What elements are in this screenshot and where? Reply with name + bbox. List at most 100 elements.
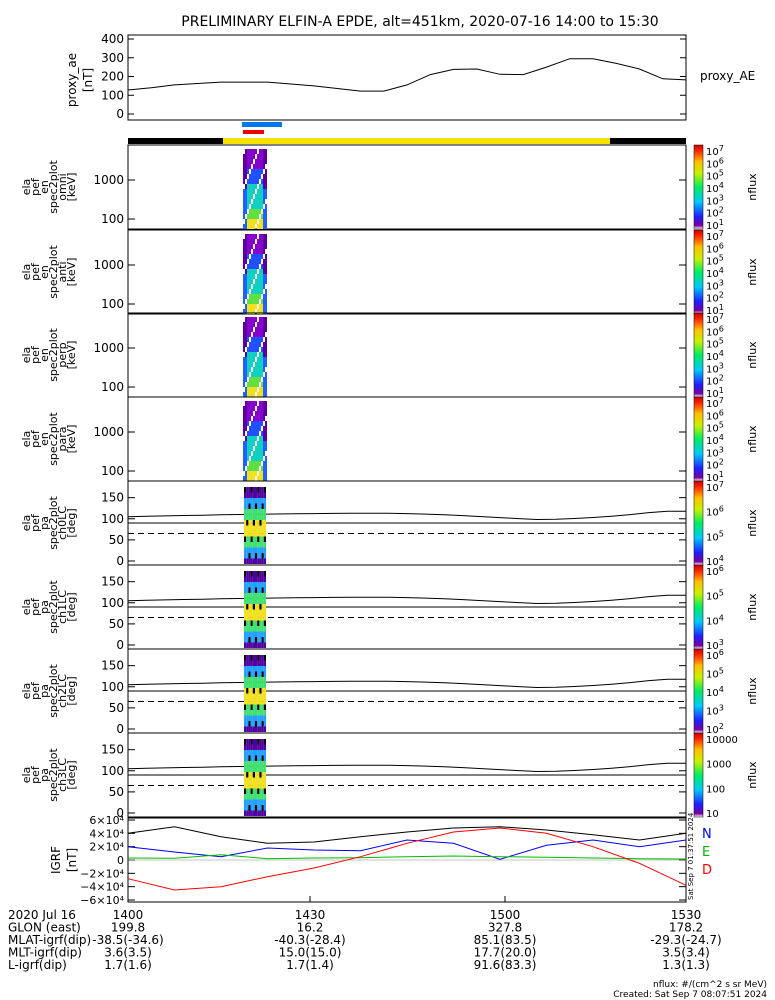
spec-ylabel: pa [38, 600, 51, 614]
spec-ylabel: spec2plot [47, 328, 60, 382]
spec-ylabel: ela [20, 431, 33, 448]
spec-ylabel: ch2LC [56, 674, 69, 708]
colorbar-tick: 102 [706, 722, 724, 736]
spec-ytick: 100 [101, 464, 124, 478]
spectrogram-data [244, 571, 266, 648]
spec-ylabel: omni [56, 173, 69, 200]
colorbar-label: nflux [746, 258, 759, 286]
spec-ytick: 1000 [93, 425, 124, 439]
spec-ylabel: [deg] [65, 760, 78, 789]
spec-ylabel: en [38, 432, 51, 446]
colorbar-label: nflux [746, 509, 759, 537]
colorbar-label: nflux [746, 593, 759, 621]
colorbar-tick: 106 [706, 648, 724, 662]
spec-ylabel: ela [20, 347, 33, 364]
footer-value: 1430 [295, 908, 326, 922]
igrf-series-E [127, 854, 687, 860]
spec-ytick: 100 [101, 764, 124, 778]
spec-ylabel: spec2plot [47, 160, 60, 214]
footer-value: 85.1(83.5) [474, 933, 537, 947]
spec-ylabel: perp [56, 342, 69, 367]
igrf-legend-E: E [702, 845, 710, 860]
spec-ylabel: [deg] [65, 676, 78, 705]
footer-row-label: MLT-igrf(dip) [8, 946, 82, 960]
spec-ylabel: en [38, 265, 51, 279]
colorbar-tick: 105 [706, 529, 724, 543]
colorbar-label: nflux [746, 761, 759, 789]
footer-value: 327.8 [488, 921, 522, 935]
spec-ylabel: ch0LC [56, 506, 69, 540]
spectrogram-data [244, 655, 266, 732]
spec-ylabel: pef [29, 429, 42, 448]
spec-ylabel: pef [29, 177, 42, 196]
loss-cone-line [127, 678, 686, 689]
footer-value: 91.6(83.3) [474, 958, 537, 972]
footer-value: 1.3(1.3) [662, 958, 710, 972]
footer-row-label: L-igrf(dip) [8, 958, 67, 972]
colorbar-tick: 10 [706, 809, 719, 820]
proxy-ae-line [127, 58, 687, 92]
colorbar-label: nflux [746, 677, 759, 705]
spec-ytick: 1000 [93, 258, 124, 272]
proxy-ae-ytick: 400 [101, 32, 124, 46]
spec-panel-7: elapefpaspec2plotch2LC[deg]1501005001061… [20, 648, 759, 736]
spec-ytick: 1000 [93, 341, 124, 355]
spec-ylabel: [deg] [65, 508, 78, 537]
colorbar: 10000 1000 100 10 nflux [693, 732, 759, 820]
spec-ylabel: pef [29, 681, 42, 700]
coverage-yellow [223, 138, 610, 144]
igrf-legend-N: N [702, 827, 712, 842]
footer-value: -38.5(-34.6) [92, 933, 163, 947]
igrf-ytick: −2×10⁴ [80, 867, 124, 880]
spec-ytick: 1000 [93, 173, 124, 187]
colorbar-label: nflux [746, 341, 759, 369]
spec-ytick: 0 [116, 554, 124, 568]
spec-ylabel: [keV] [65, 258, 78, 287]
spec-ytick: 150 [101, 743, 124, 757]
spec-ylabel: spec2plot [47, 412, 60, 466]
coverage-red-bar [243, 130, 264, 134]
proxy-ae-panel: 400 300 200 100 0 proxy_AE proxy_ae [nT] [65, 32, 755, 121]
colorbar-label: nflux [746, 425, 759, 453]
colorbar-tick: 105 [706, 667, 724, 681]
spectrogram-data [243, 234, 267, 314]
spec-ylabel: pef [29, 345, 42, 364]
spec-ylabel: spec2plot [47, 748, 60, 802]
loss-cone-line [127, 594, 686, 605]
proxy-ae-ytick: 300 [101, 51, 124, 65]
spec-ylabel: ela [20, 767, 33, 784]
footer-value: 3.6(3.5) [104, 946, 152, 960]
spec-ytick: 100 [101, 212, 124, 226]
igrf-ytick: −4×10⁴ [80, 881, 124, 894]
igrf-ytick: 6×10⁴ [89, 814, 124, 827]
footer-value: 199.8 [111, 921, 145, 935]
spec-ylabel: anti [56, 261, 69, 282]
spec-ylabel: [keV] [65, 173, 78, 202]
spec-ytick: 0 [116, 806, 124, 820]
spec-ylabel: spec2plot [47, 245, 60, 299]
spec-ylabel: pa [38, 516, 51, 530]
proxy-ae-ytick: 0 [116, 107, 124, 121]
spectrogram-data [244, 739, 266, 816]
igrf-ytick: 4×10⁴ [89, 827, 124, 840]
created-note: Created: Sat Sep 7 08:07:51 2024 [613, 990, 767, 1000]
coverage-black-right [610, 138, 686, 144]
loss-cone-line [127, 510, 686, 521]
colorbar-tick: 1000 [706, 760, 731, 771]
timestamp-stamp: Sat Sep 7 01:37:51 2024 [687, 812, 695, 900]
coverage-blue-bar [242, 122, 282, 127]
spec-ytick: 150 [101, 659, 124, 673]
spec-ylabel: en [38, 180, 51, 194]
footer-row-label: MLAT-igrf(dip) [8, 933, 91, 947]
spec-ylabel: en [38, 348, 51, 362]
footer-value: 15.0(15.0) [279, 946, 342, 960]
